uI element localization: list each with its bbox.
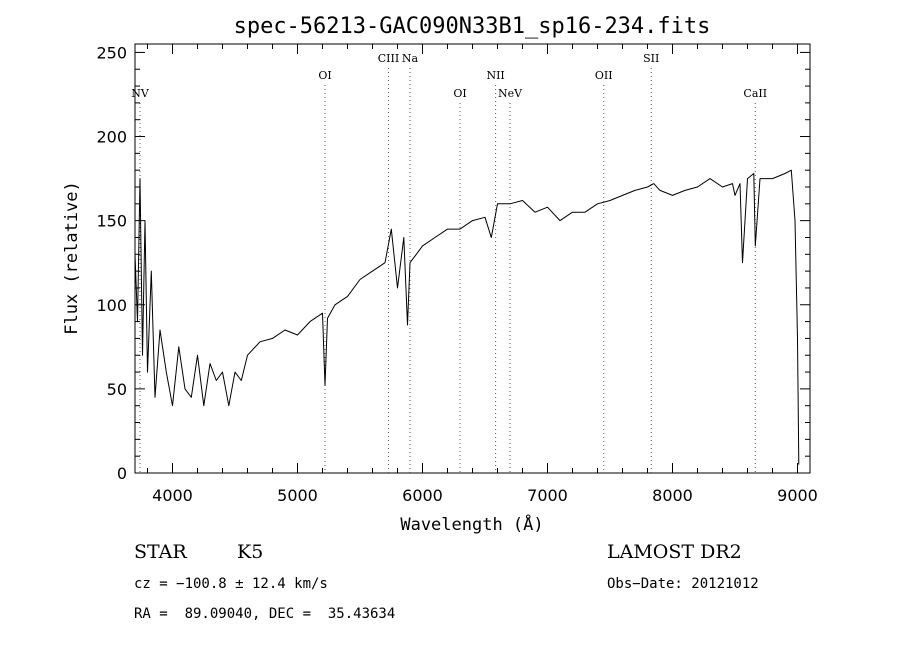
redshift-velocity: cz = −100.8 ± 12.4 km/s	[134, 576, 328, 592]
y-tick-label: 100	[96, 296, 127, 315]
object-subclass: K5	[237, 541, 264, 563]
x-tick-label: 4000	[152, 486, 193, 505]
line-label: OI	[318, 69, 331, 82]
y-tick-label: 50	[107, 380, 127, 399]
y-tick-label: 250	[96, 43, 127, 62]
line-label: CaII	[743, 87, 767, 100]
x-axis-label: Wavelength (Å)	[400, 513, 543, 535]
x-tick-label: 5000	[277, 486, 318, 505]
line-label: NII	[486, 69, 504, 82]
survey-name: LAMOST DR2	[607, 541, 742, 563]
y-axis-label: Flux (relative)	[62, 181, 82, 335]
observation-date: Obs−Date: 20121012	[607, 576, 759, 592]
x-tick-label: 9000	[777, 486, 818, 505]
line-label: OI	[453, 87, 466, 100]
x-tick-label: 7000	[527, 486, 568, 505]
line-label: CIII	[378, 52, 399, 65]
flux-line	[134, 169, 800, 465]
line-label: Na	[402, 52, 419, 65]
line-label: OII	[595, 69, 613, 82]
y-tick-label: 150	[96, 212, 127, 231]
axis-ticks: 4000 5000 6000 7000 8000 9000 0 50 100 150 200 250	[96, 43, 817, 505]
y-tick-label: 200	[96, 128, 127, 147]
ra-dec: RA = 89.09040, DEC = 35.43634	[134, 606, 396, 622]
x-tick-label: 6000	[402, 486, 443, 505]
x-tick-label: 8000	[652, 486, 693, 505]
y-tick-label: 0	[117, 464, 127, 483]
plot-frame	[134, 43, 811, 474]
object-class: STAR	[134, 541, 187, 563]
line-label: SII	[643, 52, 659, 65]
emission-line-markers: NV OI CIII Na OI NII NeV OII SII CaII	[131, 52, 767, 473]
flux-series	[134, 169, 800, 465]
line-label: NeV	[498, 87, 523, 100]
line-label: NV	[131, 87, 150, 100]
chart-title: spec-56213-GAC090N33B1_sp16-234.fits	[234, 14, 711, 39]
